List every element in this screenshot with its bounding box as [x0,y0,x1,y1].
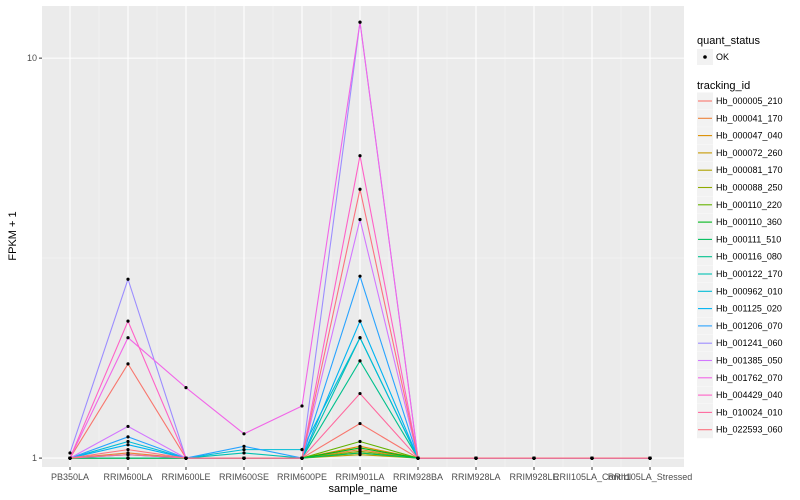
data-point [474,456,478,460]
data-point [358,446,362,450]
legend-label-quant-status: OK [716,52,729,62]
data-point [358,451,362,455]
x-tick-label: RRII105LA_Stressed [608,472,693,482]
data-point [590,456,594,460]
data-point [300,404,304,408]
data-point [68,456,72,460]
data-point [358,439,362,444]
tracking-id-legend-title: tracking_id [697,80,750,92]
data-point [126,443,130,447]
legend-point-key [703,55,707,59]
legend-label-tracking-id: Hb_000047_040 [716,131,783,141]
data-point [358,391,362,396]
data-point [126,336,130,340]
data-point [242,444,246,448]
x-tick-label: RRII105LA_Control [553,472,631,482]
y-axis-title: FPKM + 1 [7,211,19,260]
data-point [358,421,362,426]
x-tick-label: RRIM928LA [451,472,500,482]
y-tick-label: 1 [32,453,37,463]
data-point [68,451,72,455]
legend-label-tracking-id: Hb_000072_260 [716,148,783,158]
data-point [416,456,420,460]
legend-label-tracking-id: Hb_000116_080 [716,252,782,262]
data-point [358,154,362,158]
data-point [184,456,188,460]
data-points [68,20,652,460]
legend-label-tracking-id: Hb_001241_060 [716,338,783,348]
data-point [648,456,652,460]
legend-label-tracking-id: Hb_000111_510 [716,234,781,244]
legend-label-tracking-id: Hb_001206_070 [716,321,783,331]
data-point [126,362,130,366]
legend: quant_status tracking_id OK Hb_000005_210… [697,35,783,439]
data-point [126,277,130,281]
x-tick-label: RRIM928BA [393,472,443,482]
data-point [358,20,362,24]
legend-label-tracking-id: Hb_000005_210 [716,96,783,106]
data-point [358,187,362,191]
data-point [300,448,304,452]
data-point [242,448,246,452]
legend-label-tracking-id: Hb_000088_250 [716,183,783,193]
x-tick-label: PB350LA [51,472,89,482]
data-point [126,448,130,452]
x-tick-label: RRIM928LE [509,472,558,482]
x-tick-label: RRIM600SE [219,472,269,482]
data-point [300,456,304,460]
legend-label-tracking-id: Hb_004429_040 [716,390,783,400]
legend-label-tracking-id: Hb_000081_170 [716,165,783,175]
data-point [242,451,246,455]
grid-lines [42,6,684,467]
data-point [358,217,362,222]
legend-label-tracking-id: Hb_000110_220 [716,200,782,210]
legend-label-tracking-id: Hb_000962_010 [716,286,783,296]
data-point [358,359,362,363]
plot-panel [42,6,684,467]
data-point [358,336,362,340]
legend-label-tracking-id: Hb_010024_010 [716,407,783,417]
data-point [242,456,246,460]
x-tick-label: RRIM600LA [103,472,152,482]
x-axis-title: sample_name [328,483,397,495]
x-tick-label: RRIM901LA [335,472,384,482]
legend-label-tracking-id: Hb_000041_170 [716,113,783,123]
x-tick-label: RRIM600PE [277,472,327,482]
data-point [358,319,362,323]
axes: 1 10 PB350LA RRIM600LA RRIM600LE RRIM600SE RRI… [27,53,692,482]
legend-label-tracking-id: Hb_000110_360 [716,217,782,227]
legend-label-tracking-id: Hb_000122_170 [716,269,783,279]
data-point [242,432,246,436]
x-tick-label: RRIM600LE [161,472,210,482]
data-point [126,439,130,444]
data-point [358,274,362,278]
data-point [184,386,188,390]
legend-label-tracking-id: Hb_001385_050 [716,356,783,366]
quant-status-legend-title: quant_status [697,35,760,47]
y-tick-label: 10 [27,53,37,63]
data-point [126,453,130,457]
data-point [126,456,130,460]
data-point [532,456,536,460]
legend-label-tracking-id: Hb_022593_060 [716,425,783,435]
legend-label-tracking-id: Hb_001125_020 [716,304,782,314]
data-point [126,435,130,439]
data-point [126,424,130,429]
data-point [126,319,130,323]
legend-label-tracking-id: Hb_001762_070 [716,373,783,383]
